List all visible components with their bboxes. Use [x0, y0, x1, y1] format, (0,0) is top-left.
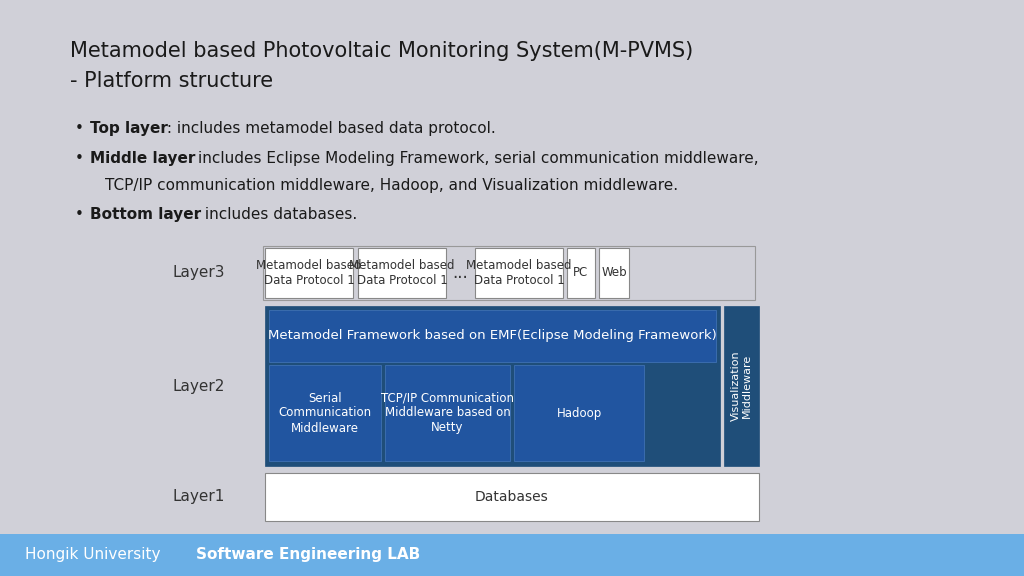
FancyBboxPatch shape: [567, 248, 595, 298]
Text: Software Engineering LAB: Software Engineering LAB: [196, 548, 420, 563]
Text: TCP/IP communication middleware, Hadoop, and Visualization middleware.: TCP/IP communication middleware, Hadoop,…: [105, 178, 678, 193]
FancyBboxPatch shape: [514, 365, 644, 461]
Text: •: •: [75, 151, 89, 166]
FancyBboxPatch shape: [265, 473, 759, 521]
Text: Metamodel Framework based on EMF(Eclipse Modeling Framework): Metamodel Framework based on EMF(Eclipse…: [268, 329, 717, 343]
FancyBboxPatch shape: [269, 365, 381, 461]
Text: Hongik University: Hongik University: [25, 548, 165, 563]
FancyBboxPatch shape: [269, 310, 716, 362]
Text: Metamodel based
Data Protocol 1: Metamodel based Data Protocol 1: [256, 259, 361, 287]
Text: PC: PC: [573, 267, 589, 279]
FancyBboxPatch shape: [265, 248, 353, 298]
Text: TCP/IP Communication
Middleware based on
Netty: TCP/IP Communication Middleware based on…: [381, 392, 514, 434]
FancyBboxPatch shape: [265, 306, 720, 466]
Text: - Platform structure: - Platform structure: [70, 71, 273, 91]
Text: : includes Eclipse Modeling Framework, serial communication middleware,: : includes Eclipse Modeling Framework, s…: [188, 151, 759, 166]
Text: : includes databases.: : includes databases.: [190, 207, 357, 222]
Text: Metamodel based
Data Protocol 1: Metamodel based Data Protocol 1: [466, 259, 571, 287]
Text: Web: Web: [601, 267, 627, 279]
Text: Layer3: Layer3: [172, 266, 225, 281]
Text: Metamodel based
Data Protocol 1: Metamodel based Data Protocol 1: [349, 259, 455, 287]
Text: Bottom layer: Bottom layer: [90, 207, 201, 222]
Text: Visualization
Middleware: Visualization Middleware: [731, 351, 753, 421]
Text: •: •: [75, 207, 89, 222]
FancyBboxPatch shape: [0, 534, 1024, 576]
FancyBboxPatch shape: [385, 365, 510, 461]
Text: Metamodel based Photovoltaic Monitoring System(M-PVMS): Metamodel based Photovoltaic Monitoring …: [70, 41, 693, 61]
Text: : includes metamodel based data protocol.: : includes metamodel based data protocol…: [162, 121, 496, 136]
Text: Top layer: Top layer: [90, 121, 168, 136]
Text: Layer1: Layer1: [173, 490, 225, 505]
Text: Serial
Communication
Middleware: Serial Communication Middleware: [279, 392, 372, 434]
Text: Hadoop: Hadoop: [556, 407, 602, 419]
FancyBboxPatch shape: [475, 248, 563, 298]
Text: ...: ...: [453, 264, 468, 282]
Text: Layer2: Layer2: [173, 378, 225, 393]
FancyBboxPatch shape: [599, 248, 629, 298]
Text: Middle layer: Middle layer: [90, 151, 196, 166]
FancyBboxPatch shape: [358, 248, 446, 298]
Text: •: •: [75, 121, 89, 136]
Text: Databases: Databases: [475, 490, 549, 504]
FancyBboxPatch shape: [724, 306, 759, 466]
